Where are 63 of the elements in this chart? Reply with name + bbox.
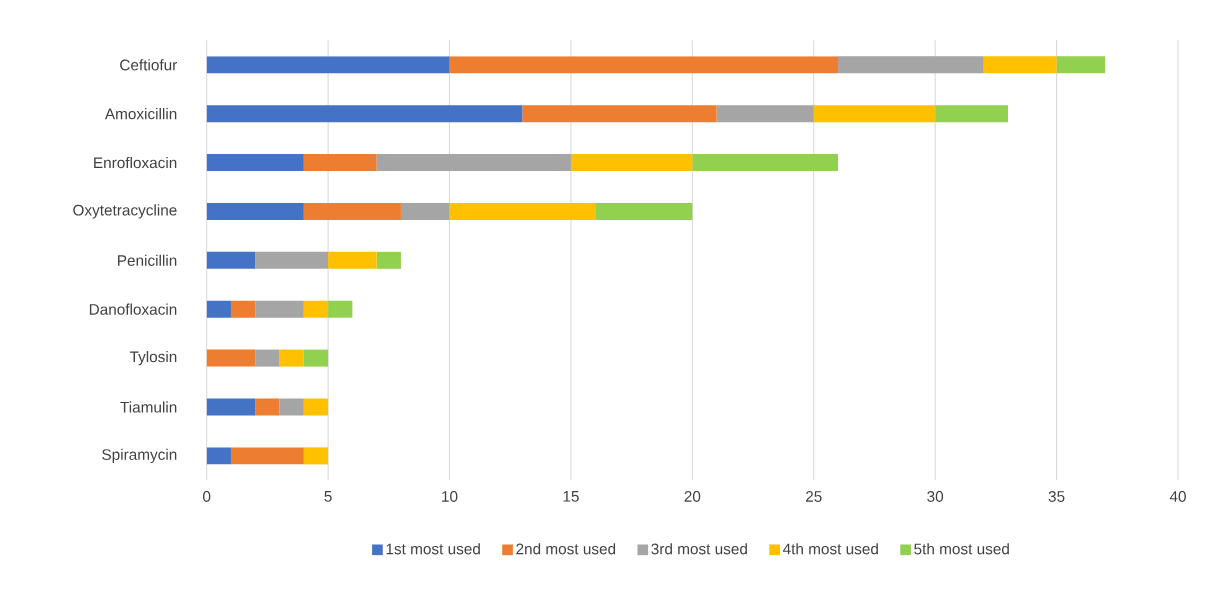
bar	[303, 154, 377, 172]
y-tick-label: Tylosin	[129, 350, 177, 366]
bar	[522, 105, 717, 123]
legend-label: 3rd most used	[651, 543, 747, 555]
bar	[449, 56, 839, 74]
x-tick-label: 20	[684, 491, 701, 502]
bar	[206, 105, 523, 123]
legend-label: 4th most used	[782, 543, 878, 555]
x-tick-label: 10	[442, 491, 458, 502]
legend-label: 5th most used	[914, 543, 1009, 555]
legend-label: 2nd most used	[516, 543, 616, 555]
y-tick-label: Penicillin	[118, 254, 177, 266]
bar	[400, 202, 450, 220]
bar	[255, 300, 304, 318]
bar	[279, 349, 304, 367]
bar	[303, 349, 329, 367]
bar	[206, 398, 256, 416]
y-tick-label: Ceftiofur	[120, 59, 178, 71]
y-tick-label: Tiamulin	[120, 401, 177, 413]
bar	[716, 105, 814, 123]
x-tick-label: 0	[203, 491, 211, 502]
y-tick-label: Spiramycin	[102, 448, 177, 464]
bar	[255, 349, 280, 367]
bar	[303, 447, 329, 465]
bar	[255, 251, 329, 269]
bar	[303, 300, 329, 318]
bar	[838, 56, 984, 74]
bar	[1056, 56, 1106, 74]
y-tick-label: Amoxicillin	[104, 108, 177, 120]
bar	[303, 202, 401, 220]
bar	[206, 251, 256, 269]
x-tick-label: 25	[806, 491, 822, 502]
bar	[935, 105, 1009, 123]
bar	[206, 349, 256, 367]
bar	[230, 300, 256, 318]
bar	[983, 56, 1057, 74]
bar	[279, 398, 304, 416]
bar	[255, 398, 280, 416]
bar	[376, 154, 571, 172]
x-tick-label: 5	[324, 491, 332, 502]
bar	[692, 154, 839, 172]
bar	[328, 251, 377, 269]
legend-label: 1st most used	[386, 543, 480, 555]
bar	[206, 202, 304, 220]
bar	[595, 202, 693, 220]
bar	[230, 447, 304, 465]
y-tick-label: Danofloxacin	[89, 303, 177, 315]
bar	[206, 56, 450, 74]
bar	[328, 300, 353, 318]
bar	[813, 105, 936, 123]
y-tick-label: Oxytetracycline	[73, 204, 177, 219]
bar	[570, 154, 693, 172]
y-tick-label: Enrofloxacin	[94, 156, 177, 169]
bar	[303, 398, 329, 416]
x-tick-label: 15	[563, 491, 579, 502]
bar	[206, 300, 231, 318]
bar	[449, 202, 596, 220]
x-tick-label: 30	[927, 491, 944, 502]
bar	[206, 447, 231, 465]
bar	[206, 154, 304, 172]
bar	[376, 251, 401, 269]
x-tick-label: 40	[1169, 491, 1186, 502]
x-tick-label: 35	[1048, 491, 1065, 502]
